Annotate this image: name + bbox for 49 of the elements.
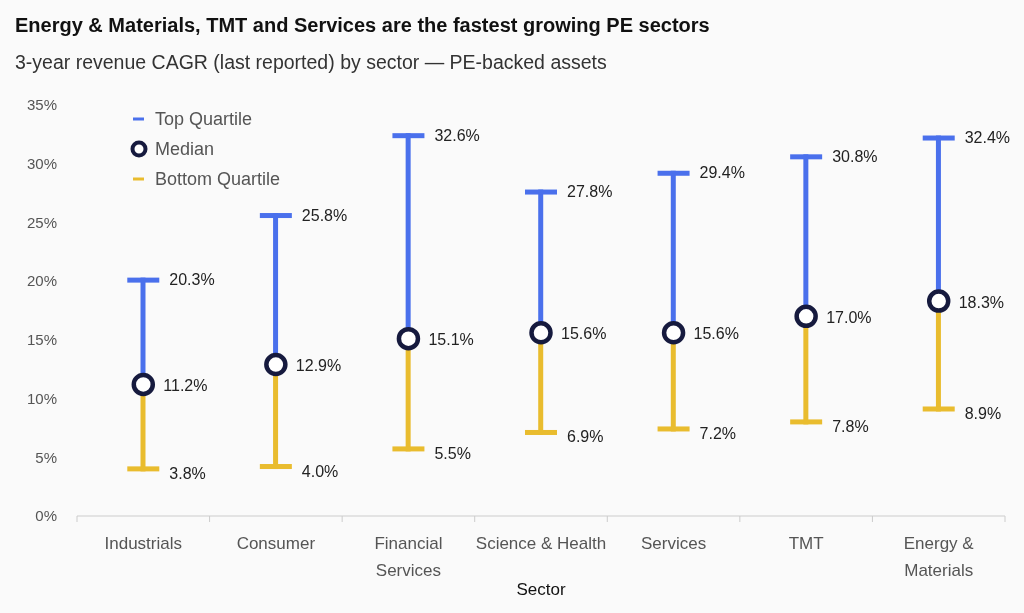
point [794,304,818,329]
annotation: 8.9% [964,404,1002,422]
point [926,289,951,313]
chart-subtitle: 3-year revenue CAGR (last reported) by sector — PE-backed assets [15,50,607,75]
y-tick-label: 15% [26,331,57,349]
annotation: 7.8% [832,417,869,435]
point [661,321,686,345]
data-label: 17.0% [826,308,872,326]
x-tick-label: Consumer [236,534,316,553]
x-tick-label: Industrials [104,534,183,553]
annotation: 6.9% [567,428,604,446]
point [396,326,421,351]
data-label: 15.6% [561,325,607,343]
x-axis-title: Sector [516,580,566,599]
y-tick-label: 10% [26,389,57,407]
legend-label: Median [155,138,215,160]
x-tick-label: TMT [788,534,824,553]
legend-label: Top Quartile [155,108,253,130]
data-label: 18.3% [958,293,1005,311]
annotation: 7.2% [699,424,737,442]
y-tick-label: 35% [26,96,57,114]
y-tick-label: 5% [35,448,57,466]
x-tick-label: Energy & Materials [903,534,975,580]
point [264,352,288,377]
data-label: 11.2% [163,376,208,394]
annotation: 30.8% [832,147,878,165]
annotation: 25.8% [301,206,348,224]
legend-label: Bottom Quartile [155,168,281,190]
y-tick-label: 20% [26,272,57,290]
point [131,372,156,397]
y-tick-label: 25% [26,213,57,231]
annotation: 32.6% [434,126,480,144]
annotation: 5.5% [434,444,471,462]
chart-title: Energy & Materials, TMT and Services are the fastest growing PE sectors [15,13,710,38]
x-tick-label: Services [640,534,707,553]
y-tick-label: 0% [35,507,57,525]
annotation: 27.8% [567,183,613,201]
annotation: 4.0% [301,462,339,480]
data-label: 12.9% [295,357,342,375]
annotation: 32.4% [964,129,1011,147]
data-label: 15.6% [693,325,739,343]
x-tick-label: Financial Services [374,534,443,580]
point [529,321,553,345]
annotation: 29.4% [699,164,745,182]
y-tick-label: 30% [26,155,57,173]
x-tick-label: Science & Health [475,534,607,553]
annotation: 3.8% [169,464,206,482]
data-label: 15.1% [428,331,474,349]
annotation: 20.3% [169,271,215,289]
